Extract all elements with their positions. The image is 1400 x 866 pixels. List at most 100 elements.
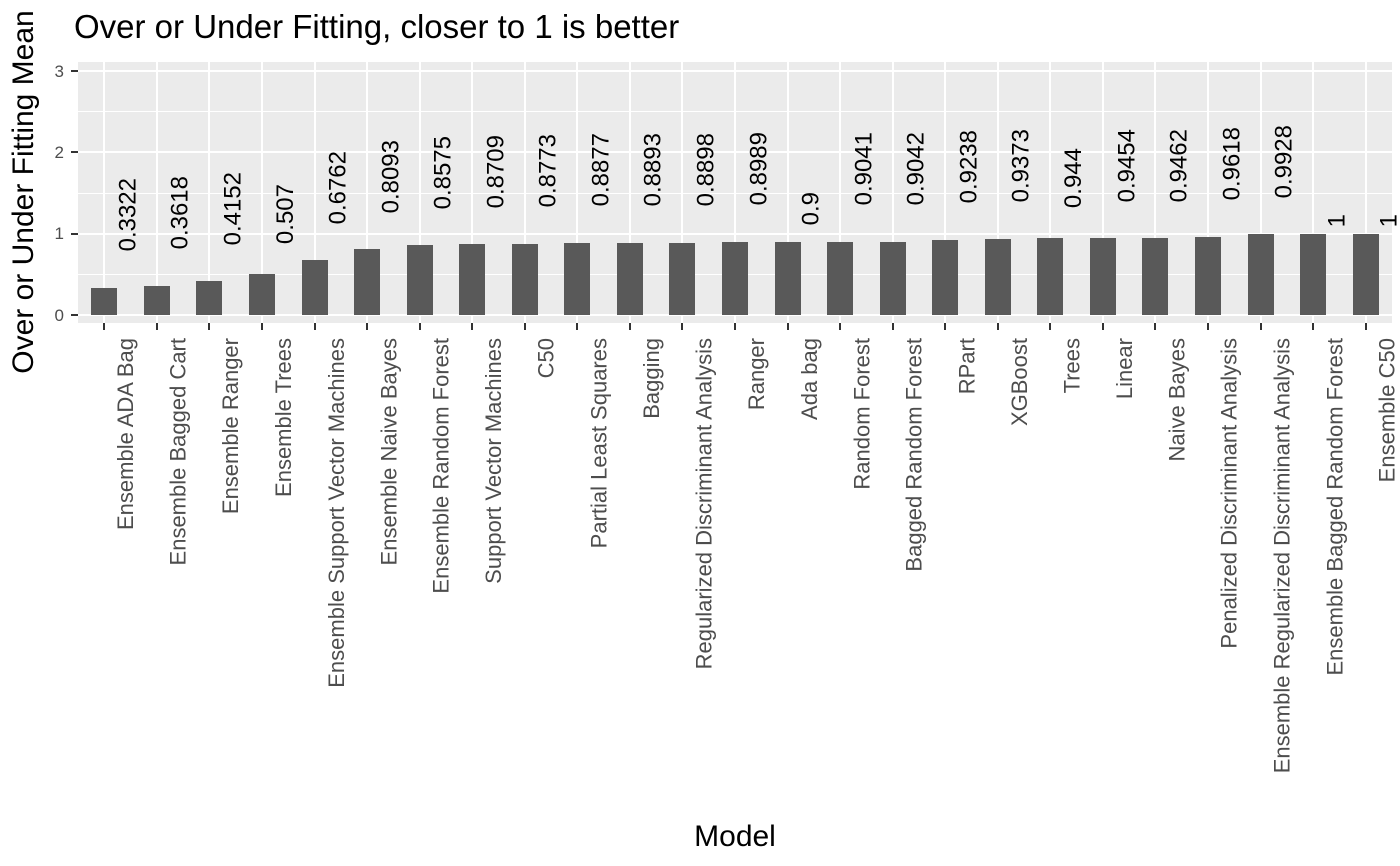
bar — [248, 273, 275, 315]
grid-line-major-vertical — [628, 62, 631, 323]
bar — [511, 243, 538, 315]
bar — [406, 245, 433, 315]
y-axis-tick — [71, 151, 78, 154]
bar-value-label: 0.9238 — [955, 130, 983, 204]
x-axis-tick — [1049, 323, 1052, 330]
grid-line-major-vertical — [996, 62, 999, 323]
x-axis-tick-label: Ensemble Bagged Cart — [165, 338, 191, 566]
bar-value-label: 0.944 — [1060, 148, 1088, 209]
x-axis-tick-label: Regularized Discriminant Analysis — [691, 338, 717, 670]
x-axis-tick-label: Trees — [1059, 338, 1085, 394]
grid-line-major-vertical — [313, 62, 316, 323]
bar — [143, 285, 170, 315]
grid-line-major-vertical — [1049, 62, 1052, 323]
grid-line-major-vertical — [471, 62, 474, 323]
plot-panel — [78, 62, 1392, 323]
bar — [91, 288, 118, 315]
bar — [354, 249, 381, 315]
bar — [774, 241, 801, 315]
x-axis-tick — [418, 323, 421, 330]
plot-title: Over or Under Fitting, closer to 1 is be… — [74, 8, 680, 45]
bar-value-label: 0.3322 — [114, 178, 142, 252]
x-axis-tick-label: Ensemble Ranger — [218, 338, 244, 515]
x-axis-tick-label: Ensemble Random Forest — [428, 338, 454, 594]
x-axis-tick — [1259, 323, 1262, 330]
grid-line-major-vertical — [944, 62, 947, 323]
bar-value-label: 0.6762 — [324, 150, 352, 224]
bar-value-label: 0.507 — [271, 183, 299, 244]
grid-line-major-vertical — [839, 62, 842, 323]
bar — [196, 281, 223, 315]
x-axis-tick-label: Ensemble Regularized Discriminant Analys… — [1269, 338, 1295, 774]
x-axis-tick — [1101, 323, 1104, 330]
y-axis-tick — [71, 232, 78, 235]
x-axis-tick-label: Ensemble Bagged Random Forest — [1322, 338, 1348, 676]
grid-line-major-vertical — [523, 62, 526, 323]
bar-value-label: 0.9042 — [902, 131, 930, 206]
grid-line-major-vertical — [260, 62, 263, 323]
y-axis-tick — [71, 70, 78, 73]
grid-line-major-vertical — [1154, 62, 1157, 323]
bar-value-label: 0.8893 — [639, 133, 667, 207]
bar — [1142, 238, 1169, 315]
x-axis-tick-label: Ada bag — [796, 338, 822, 420]
grid-line-major-vertical — [208, 62, 211, 323]
x-axis-tick — [103, 323, 106, 330]
x-axis-tick-label: Naive Bayes — [1164, 338, 1190, 462]
x-axis-tick-label: Ensemble C50 — [1374, 338, 1400, 483]
grid-line-major-vertical — [1259, 62, 1262, 323]
bar — [879, 241, 906, 315]
x-axis-tick — [891, 323, 894, 330]
bar — [1247, 234, 1274, 315]
y-axis-tick-label: 1 — [54, 224, 64, 244]
grid-line-major-vertical — [418, 62, 421, 323]
bar — [669, 242, 696, 315]
x-axis-title: Model — [694, 820, 776, 853]
bar — [1352, 233, 1379, 315]
x-axis-tick — [366, 323, 369, 330]
bar — [1037, 238, 1064, 315]
grid-line-major-vertical — [103, 62, 106, 323]
x-axis-tick-label: Ensemble Naive Bayes — [376, 338, 402, 566]
y-axis-tick-label: 2 — [54, 142, 64, 162]
bar-value-label: 0.9928 — [1270, 124, 1298, 199]
bar-value-label: 0.8989 — [745, 132, 772, 206]
grid-line-major-vertical — [1312, 62, 1315, 323]
x-axis-tick-label: Random Forest — [849, 338, 875, 490]
bar-value-label: 0.9041 — [850, 131, 878, 206]
y-axis-tick-label: 3 — [54, 61, 64, 81]
grid-line-major-vertical — [891, 62, 894, 323]
grid-line-major-vertical — [576, 62, 579, 323]
bar-value-label: 0.4152 — [219, 171, 247, 246]
bar-value-label: 0.8898 — [692, 133, 720, 207]
x-axis-tick-label: Bagged Random Forest — [901, 338, 927, 572]
bar — [827, 241, 854, 315]
bar — [459, 244, 486, 315]
x-axis-tick-label: Ranger — [744, 338, 769, 411]
x-axis-tick — [944, 323, 947, 330]
bar-value-label: 0.3618 — [166, 176, 194, 250]
x-axis-tick — [313, 323, 316, 330]
x-axis-tick — [839, 323, 842, 330]
bar — [1089, 238, 1116, 315]
x-axis-tick-label: Partial Least Squares — [586, 338, 612, 549]
x-axis-tick — [786, 323, 789, 330]
x-axis-tick-label: Ensemble Trees — [270, 338, 296, 497]
x-axis-tick — [576, 323, 579, 330]
grid-line-major-vertical — [734, 62, 736, 323]
grid-line-major-vertical — [1207, 62, 1210, 323]
x-axis-tick — [1207, 323, 1210, 330]
bar-value-label: 0.9 — [797, 192, 825, 226]
bar-value-label: 0.9454 — [1112, 128, 1140, 203]
bar-value-label: 0.9462 — [1165, 128, 1193, 202]
x-axis-tick-label: Linear — [1111, 338, 1137, 400]
y-axis-tick-label: 0 — [54, 305, 64, 325]
bar-value-label: 0.8575 — [429, 135, 457, 210]
bar — [984, 238, 1011, 315]
x-axis-tick-label: RPart — [954, 338, 980, 395]
x-axis-tick — [208, 323, 211, 330]
x-axis-tick-label: Penalized Discriminant Analysis — [1217, 338, 1243, 649]
bar-value-label: 0.9618 — [1218, 127, 1246, 201]
x-axis-tick — [155, 323, 158, 330]
